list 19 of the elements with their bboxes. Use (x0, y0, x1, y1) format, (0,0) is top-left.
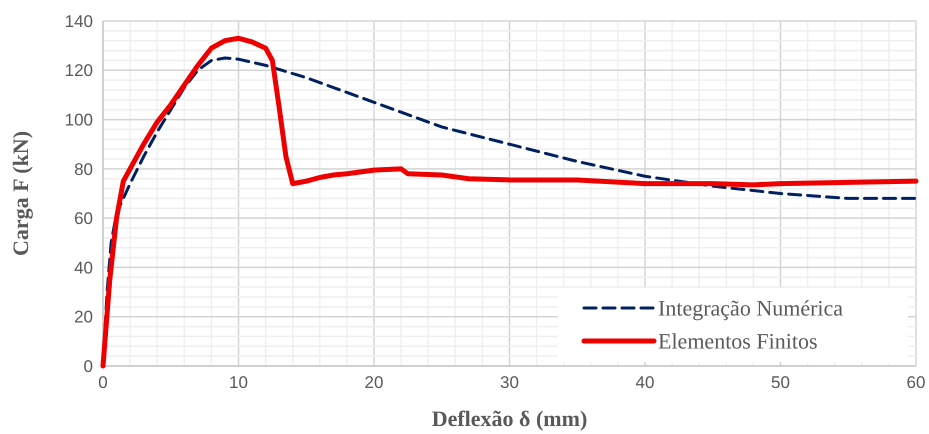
y-tick-label: 80 (74, 160, 93, 179)
x-tick-label: 20 (364, 373, 384, 392)
y-tick-label: 0 (84, 356, 93, 376)
y-tick-label: 120 (64, 61, 93, 80)
x-axis-title: Deflexão δ (mm) (432, 406, 588, 431)
y-tick-label: 140 (64, 12, 93, 31)
legend-label: Integração Numérica (658, 296, 844, 321)
y-tick-label: 60 (74, 209, 93, 228)
x-tick-label: 0 (98, 373, 108, 392)
y-tick-label: 100 (64, 110, 93, 130)
x-tick-label: 50 (771, 373, 790, 392)
x-tick-label: 30 (500, 373, 519, 392)
y-tick-label: 20 (74, 308, 93, 327)
x-tick-label: 40 (636, 373, 654, 392)
y-tick-label: 40 (74, 258, 93, 278)
x-tick-label: 10 (229, 373, 248, 392)
legend-label: Elementos Finitos (658, 328, 818, 354)
x-tick-label: 60 (906, 373, 926, 392)
y-axis-title: Carga F (kN) (8, 130, 33, 256)
